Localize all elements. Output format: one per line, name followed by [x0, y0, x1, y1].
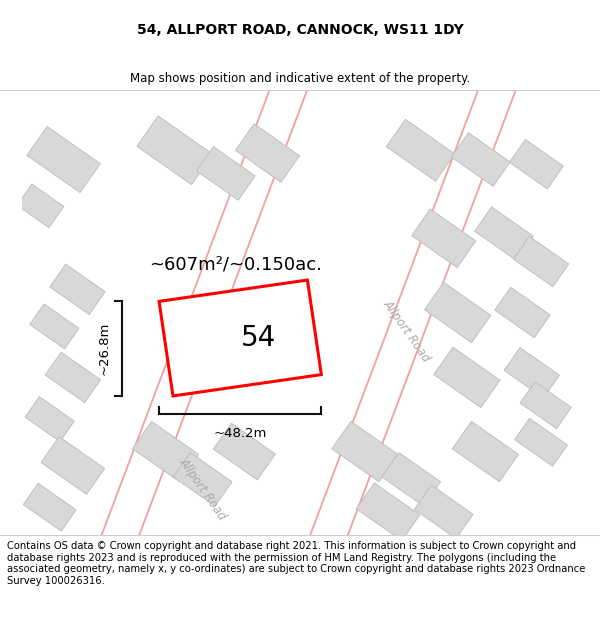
Text: Allport Road: Allport Road — [176, 455, 229, 522]
Polygon shape — [451, 132, 510, 186]
Polygon shape — [45, 352, 101, 402]
Polygon shape — [424, 282, 491, 342]
Text: ~26.8m: ~26.8m — [98, 322, 111, 376]
Polygon shape — [159, 280, 322, 396]
Polygon shape — [133, 421, 199, 482]
Polygon shape — [386, 119, 455, 181]
Polygon shape — [382, 452, 440, 506]
Polygon shape — [452, 421, 518, 482]
Polygon shape — [356, 483, 420, 541]
Polygon shape — [332, 421, 398, 482]
Polygon shape — [504, 348, 559, 398]
Text: Map shows position and indicative extent of the property.: Map shows position and indicative extent… — [130, 72, 470, 85]
Polygon shape — [137, 116, 213, 184]
Polygon shape — [475, 207, 533, 261]
Polygon shape — [412, 209, 476, 268]
Polygon shape — [29, 304, 79, 349]
Polygon shape — [25, 397, 74, 442]
Polygon shape — [27, 126, 100, 192]
Text: Contains OS data © Crown copyright and database right 2021. This information is : Contains OS data © Crown copyright and d… — [7, 541, 586, 586]
Polygon shape — [173, 452, 232, 506]
Polygon shape — [17, 184, 64, 228]
Polygon shape — [415, 485, 473, 539]
Polygon shape — [509, 139, 563, 189]
Polygon shape — [434, 348, 500, 408]
Polygon shape — [214, 423, 275, 480]
Text: 54, ALLPORT ROAD, CANNOCK, WS11 1DY: 54, ALLPORT ROAD, CANNOCK, WS11 1DY — [137, 22, 463, 36]
Polygon shape — [520, 382, 571, 429]
Text: ~607m²/~0.150ac.: ~607m²/~0.150ac. — [149, 255, 322, 273]
Polygon shape — [94, 65, 312, 569]
Polygon shape — [514, 236, 569, 287]
Text: ~48.2m: ~48.2m — [214, 428, 267, 441]
Polygon shape — [23, 483, 76, 531]
Polygon shape — [50, 264, 105, 314]
Text: 54: 54 — [241, 324, 277, 352]
Text: Allport Road: Allport Road — [380, 298, 433, 364]
Polygon shape — [515, 418, 568, 466]
Polygon shape — [235, 124, 299, 182]
Polygon shape — [495, 288, 550, 338]
Polygon shape — [302, 65, 520, 569]
Polygon shape — [41, 437, 104, 494]
Polygon shape — [196, 147, 255, 200]
